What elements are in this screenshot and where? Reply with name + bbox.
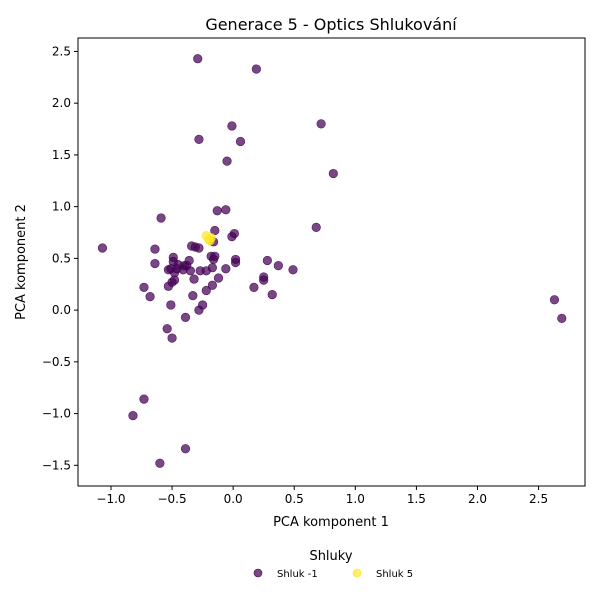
y-tick-label: 1.0 [52,200,71,214]
scatter-point-series-0 [150,244,160,254]
scatter-point-series-0 [97,243,108,253]
scatter-point-series-0 [180,444,191,454]
x-tick-label: 0.0 [224,492,243,506]
scatter-point-series-0 [267,289,277,300]
scatter-point-series-0 [288,265,298,275]
scatter-point-series-0 [273,261,283,271]
scatter-point-series-0 [194,243,204,253]
scatter-point-series-0 [311,222,321,232]
x-tick-label: 2.5 [529,492,548,506]
scatter-point-series-1 [204,235,214,245]
x-tick-label: −0.5 [157,492,186,506]
x-tick-label: −1.0 [96,492,125,506]
y-tick-label: 0.5 [52,251,71,265]
scatter-point-series-0 [221,205,231,215]
scatter-point-series-0 [145,292,155,302]
scatter-point-series-0 [259,275,269,285]
y-tick-label: −1.5 [42,458,71,472]
legend-label: Shluk -1 [277,569,318,580]
scatter-point-series-0 [328,168,338,179]
legend: Shluk -1 Shluk 5 [253,568,413,580]
y-tick-label: 1.5 [52,148,71,162]
scatter-point-series-0 [209,254,219,265]
scatter-point-series-0 [213,273,224,283]
y-tick-label: 2.5 [52,44,71,58]
scatter-point-series-0 [557,313,567,323]
scatter-point-series-0 [316,119,326,129]
scatter-point-series-0 [193,54,203,64]
scatter-point-series-0 [549,295,560,305]
scatter-point-series-0 [251,64,261,74]
x-tick-label: 1.5 [407,492,426,506]
scatter-point-series-0 [262,255,272,266]
scatter-point-series-0 [128,411,138,421]
scatter-point-series-0 [194,305,204,315]
scatter-point-series-0 [139,394,149,404]
scatter-point-series-0 [166,300,176,310]
scatter-point-series-0 [227,121,237,131]
plot-frame [77,37,586,487]
y-axis-label: PCA komponent 2 [14,204,29,320]
scatter-point-series-0 [180,312,191,322]
y-tick-label: −0.5 [42,355,71,369]
scatter-point-series-0 [188,291,198,301]
y-tick-label: 0.0 [52,303,71,317]
points-layer [97,54,567,468]
scatter-point-series-0 [167,333,177,343]
scatter-point-series-0 [207,263,217,273]
x-tick-label: 2.0 [468,492,487,506]
x-axis: −1.0 −0.5 0.0 0.5 1.0 1.5 2.0 2.5 [96,486,548,506]
scatter-point-series-0 [163,281,174,291]
legend-label: Shluk 5 [376,569,413,580]
scatter-point-series-0 [194,134,204,144]
legend-marker [352,568,362,578]
scatter-point-series-0 [235,136,246,147]
x-tick-label: 0.5 [285,492,304,506]
y-tick-label: −1.0 [42,407,71,421]
scatter-point-series-0 [249,282,259,292]
chart-title: Generace 5 - Optics Shlukování [205,15,457,34]
scatter-point-series-0 [139,282,149,292]
scatter-point-series-0 [201,285,211,296]
scatter-point-series-0 [156,213,166,223]
scatter-point-series-0 [162,324,172,334]
scatter-point-series-0 [150,258,160,269]
legend-marker [253,568,263,578]
y-tick-label: 2.0 [52,96,71,110]
x-tick-label: 1.0 [346,492,365,506]
scatter-point-series-0 [227,232,237,242]
scatter-point-series-0 [185,266,195,276]
legend-title: Shluky [309,549,352,564]
scatter-point-series-0 [189,274,199,284]
x-axis-label: PCA komponent 1 [273,515,389,530]
scatter-point-series-0 [230,257,241,268]
scatter-point-series-0 [212,206,222,216]
scatter-point-series-0 [221,264,231,274]
scatter-point-series-0 [155,458,165,468]
y-axis: −1.5 −1.0 −0.5 0.0 0.5 1.0 1.5 2.0 2.5 [42,44,78,472]
scatter-point-series-0 [210,225,220,236]
scatter-point-series-0 [207,280,217,290]
scatter-point-series-0 [222,156,232,166]
